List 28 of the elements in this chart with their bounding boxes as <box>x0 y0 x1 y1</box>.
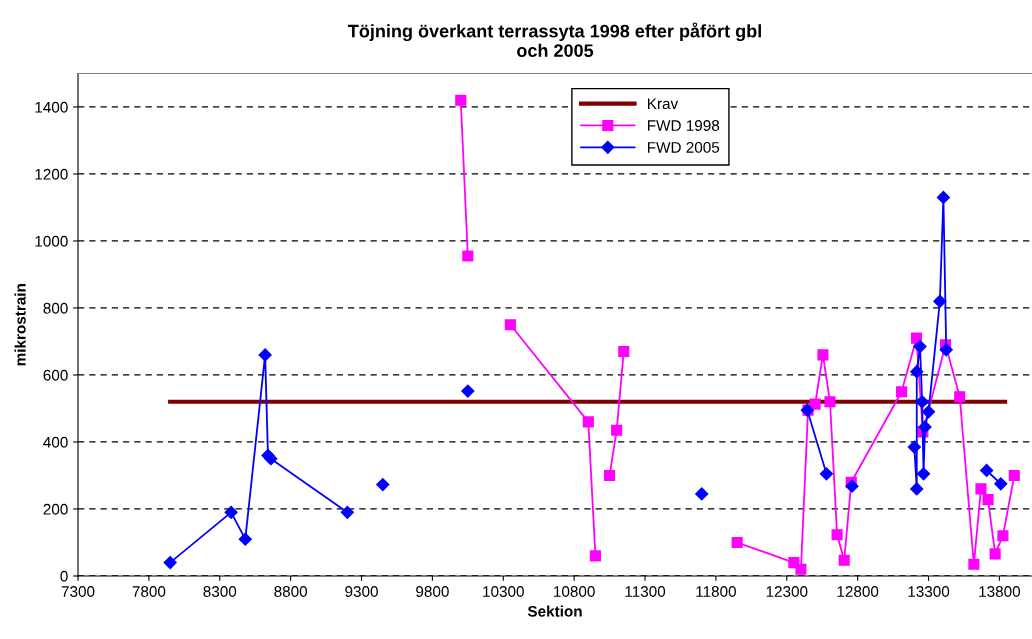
y-tick-label: 0 <box>60 570 68 582</box>
y-tick-label: 600 <box>43 369 68 381</box>
legend-label: Krav <box>648 98 679 110</box>
y-tick-label: 400 <box>43 436 68 448</box>
y-axis-title: mikrostrain <box>14 284 26 366</box>
x-tick-label: 10800 <box>554 586 595 597</box>
x-tick-label: 7300 <box>61 586 95 597</box>
y-tick-label: 1400 <box>35 101 68 113</box>
y-tick-label: 1200 <box>35 168 68 180</box>
x-tick-label: 11300 <box>625 586 666 597</box>
x-tick-label: 13800 <box>979 586 1021 597</box>
chart-title: Töjning överkant terrassyta 1998 efter påfört gbl och 2005 <box>348 22 761 57</box>
y-tick-label: 800 <box>43 302 68 314</box>
x-tick-label: 8300 <box>203 586 237 597</box>
x-tick-label: 10300 <box>483 586 524 597</box>
legend-label: FWD 1998 <box>648 120 720 131</box>
legend-label: FWD 2005 <box>648 141 720 153</box>
x-tick-label: 13300 <box>908 586 950 597</box>
x-tick-label: 7800 <box>132 586 166 597</box>
x-tick-label: 12800 <box>837 586 879 597</box>
x-tick-label: 11800 <box>696 586 736 597</box>
x-tick-label: 9800 <box>416 586 449 597</box>
y-tick-label: 1000 <box>35 235 68 247</box>
x-tick-label: 9300 <box>345 586 378 597</box>
y-tick-label: 200 <box>43 503 68 515</box>
x-tick-label: 8800 <box>274 586 308 597</box>
x-tick-label: 12300 <box>766 586 808 597</box>
x-axis-title: Sektion <box>527 605 582 617</box>
